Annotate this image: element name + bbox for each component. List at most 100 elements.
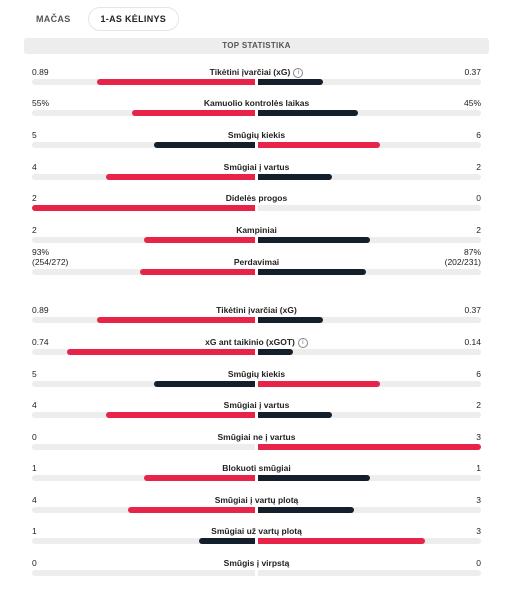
away-value-text: 2 bbox=[476, 162, 481, 172]
away-value: 2 bbox=[476, 400, 481, 410]
away-value: 6 bbox=[476, 130, 481, 140]
home-bar-fill bbox=[143, 475, 255, 481]
stat-bar bbox=[32, 317, 481, 323]
away-bar-track bbox=[258, 381, 481, 387]
stat-row: 0 Smūgis į virpstą 0 bbox=[32, 558, 481, 578]
away-bar-fill bbox=[258, 79, 324, 85]
home-bar-track bbox=[32, 412, 255, 418]
stat-row: 1 Smūgiai už vartų plotą 3 bbox=[32, 526, 481, 546]
away-value: 2 bbox=[476, 162, 481, 172]
away-bar-fill bbox=[258, 475, 370, 481]
stat-category-label: Blokuoti smūgiai bbox=[222, 463, 291, 473]
stat-category-label: Smūgis į virpstą bbox=[223, 558, 290, 568]
home-value-text: 5 bbox=[32, 369, 37, 379]
away-bar-fill bbox=[258, 237, 370, 243]
stat-bar bbox=[32, 237, 481, 243]
away-bar-fill bbox=[258, 444, 481, 450]
away-bar-fill bbox=[258, 381, 380, 387]
stat-category-label: Smūgiai į vartus bbox=[223, 400, 290, 410]
stat-row: 0 Smūgiai ne į vartus 3 bbox=[32, 432, 481, 452]
stat-category: Blokuoti smūgiai bbox=[32, 463, 481, 473]
stat-category: Kampiniai bbox=[32, 225, 481, 235]
stat-row: 0.89 Tikėtini įvarčiai (xG) 0.37 bbox=[32, 305, 481, 325]
stat-category: Didelės progos bbox=[32, 193, 481, 203]
home-value: 4 bbox=[32, 400, 37, 410]
tab-match[interactable]: MAČAS bbox=[36, 14, 71, 24]
away-bar-track bbox=[258, 79, 481, 85]
stat-category-label: xG ant taikinio (xGOT) bbox=[205, 337, 295, 347]
away-bar-fill bbox=[258, 269, 366, 275]
stat-bar bbox=[32, 412, 481, 418]
section-title: TOP STATISTIKA bbox=[24, 38, 489, 54]
stat-category-label: Didelės progos bbox=[225, 193, 288, 203]
home-value-text: 0 bbox=[32, 558, 37, 568]
home-bar-fill bbox=[97, 79, 255, 85]
stat-category: Smūgiai ne į vartus bbox=[32, 432, 481, 442]
stat-bar bbox=[32, 269, 481, 275]
tab-first-half[interactable]: 1-AS KĖLINYS bbox=[88, 8, 179, 30]
home-value-text: 4 bbox=[32, 400, 37, 410]
away-bar-track bbox=[258, 570, 481, 576]
home-value: 5 bbox=[32, 130, 37, 140]
stat-category: Kamuolio kontrolės laikas bbox=[32, 98, 481, 108]
info-icon[interactable]: i bbox=[297, 337, 308, 348]
away-bar-fill bbox=[258, 412, 333, 418]
stat-category-label: Tikėtini įvarčiai (xG) bbox=[209, 67, 291, 77]
away-value: 0 bbox=[476, 193, 481, 203]
home-bar-track bbox=[32, 174, 255, 180]
stat-bar bbox=[32, 570, 481, 576]
away-bar-fill bbox=[258, 507, 354, 513]
stat-row: 2 Kampiniai 2 bbox=[32, 225, 481, 245]
stat-bar bbox=[32, 79, 481, 85]
away-value-text: 3 bbox=[476, 526, 481, 536]
away-bar-track bbox=[258, 412, 481, 418]
stat-category: Tikėtini įvarčiai (xG) bbox=[32, 305, 481, 315]
away-bar-track bbox=[258, 538, 481, 544]
home-value-text: 0.89 bbox=[32, 305, 49, 315]
home-sub-value: (254/272) bbox=[32, 257, 69, 267]
away-value-text: 45% bbox=[463, 98, 481, 108]
away-value-text: 3 bbox=[476, 432, 481, 442]
stat-category-label: Tikėtini įvarčiai (xG) bbox=[216, 305, 297, 315]
away-value-text: 2 bbox=[476, 400, 481, 410]
home-bar-track bbox=[32, 538, 255, 544]
home-bar-fill bbox=[153, 381, 255, 387]
home-bar-track bbox=[32, 317, 255, 323]
home-value: 93% (254/272) bbox=[32, 247, 68, 267]
stat-category-label: Smūgių kiekis bbox=[227, 369, 286, 379]
info-icon[interactable]: i bbox=[293, 67, 304, 78]
stat-row: 5 Smūgių kiekis 6 bbox=[32, 130, 481, 150]
home-bar-track bbox=[32, 570, 255, 576]
stat-category-label: Smūgiai į vartų plotą bbox=[214, 495, 299, 505]
away-value: 87% (202/231) bbox=[445, 247, 481, 267]
away-bar-track bbox=[258, 269, 481, 275]
stat-category-label: Smūgiai į vartus bbox=[223, 162, 290, 172]
away-value: 0.37 bbox=[464, 67, 481, 77]
away-bar-fill bbox=[258, 317, 324, 323]
away-bar-track bbox=[258, 237, 481, 243]
home-value-text: 0 bbox=[32, 432, 37, 442]
home-bar-track bbox=[32, 237, 255, 243]
stat-category: Smūgių kiekis bbox=[32, 130, 481, 140]
stat-bar bbox=[32, 507, 481, 513]
home-value: 55% bbox=[32, 98, 49, 108]
away-value-text: 0 bbox=[476, 193, 481, 203]
away-bar-track bbox=[258, 507, 481, 513]
home-value: 1 bbox=[32, 463, 37, 473]
home-value-text: 0.74 bbox=[32, 337, 49, 347]
away-bar-track bbox=[258, 349, 481, 355]
away-bar-fill bbox=[258, 538, 426, 544]
home-value-text: 55% bbox=[32, 98, 50, 108]
home-value: 2 bbox=[32, 193, 37, 203]
home-value-text: 5 bbox=[32, 130, 37, 140]
home-value: 4 bbox=[32, 495, 37, 505]
home-bar-fill bbox=[199, 538, 255, 544]
stat-category-label: Kampiniai bbox=[236, 225, 277, 235]
home-bar-track bbox=[32, 349, 255, 355]
stat-row: 5 Smūgių kiekis 6 bbox=[32, 369, 481, 389]
away-value-text: 0.14 bbox=[464, 337, 481, 347]
away-value: 1 bbox=[476, 463, 481, 473]
home-value-text: 4 bbox=[32, 495, 37, 505]
stat-bar bbox=[32, 174, 481, 180]
home-value: 0 bbox=[32, 432, 37, 442]
